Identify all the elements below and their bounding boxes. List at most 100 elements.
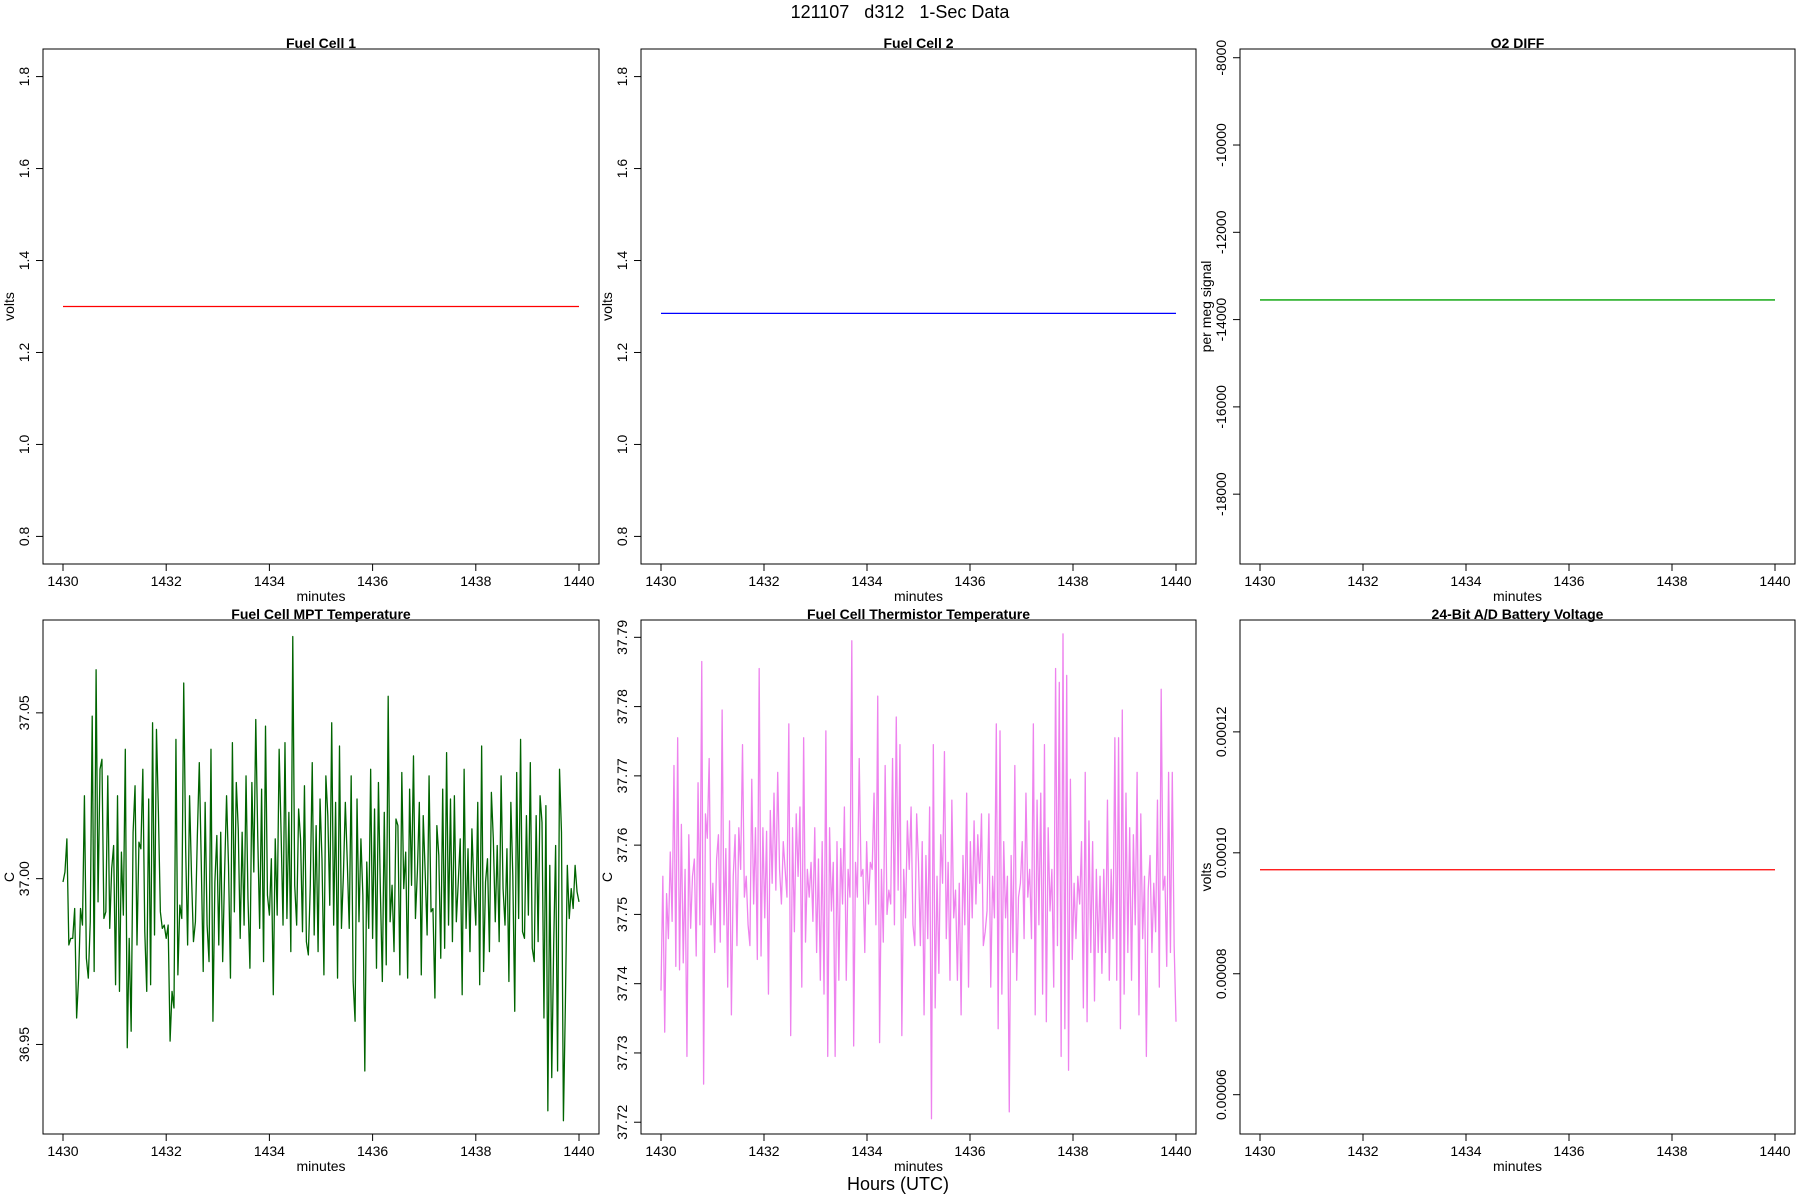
y-tick-label: 37.77: [614, 758, 630, 793]
y-tick-label: -10000: [1213, 123, 1229, 167]
x-tick-label: 1438: [1656, 1143, 1687, 1159]
y-tick-label: 1.6: [16, 159, 32, 179]
x-tick-label: 1438: [1057, 1143, 1088, 1159]
x-tick-label: 1434: [254, 1143, 285, 1159]
x-tick-label: 1432: [748, 573, 779, 589]
y-tick-label: 0.8: [614, 526, 630, 546]
y-tick-label: 0.00012: [1213, 706, 1229, 757]
y-tick-label: 36.95: [16, 1027, 32, 1062]
y-tick-label: -18000: [1213, 472, 1229, 516]
y-tick-label: 37.75: [614, 897, 630, 932]
x-tick-label: 1436: [1553, 1143, 1584, 1159]
x-tick-label: 1440: [563, 573, 594, 589]
x-axis-label: minutes: [296, 588, 345, 604]
x-axis-label: minutes: [894, 1158, 943, 1174]
x-tick-label: 1436: [357, 573, 388, 589]
x-tick-label: 1440: [1759, 573, 1790, 589]
y-axis-label: C: [1, 872, 17, 882]
y-tick-label: -16000: [1213, 385, 1229, 429]
x-axis-label: minutes: [1493, 1158, 1542, 1174]
chart-panel-4: Fuel Cell MPT Temperature 1430 1432 1434 143…: [1, 606, 600, 1174]
chart-title: 24-Bit A/D Battery Voltage: [1432, 606, 1604, 622]
x-tick-label: 1432: [151, 1143, 182, 1159]
y-tick-label: 1.4: [16, 251, 32, 271]
x-tick-label: 1430: [47, 573, 78, 589]
y-tick-label: 1.2: [614, 343, 630, 363]
y-tick-label: 37.05: [16, 695, 32, 730]
y-tick-label: 37.76: [614, 827, 630, 862]
y-tick-label: 0.00006: [1213, 1069, 1229, 1120]
x-tick-label: 1430: [1244, 573, 1275, 589]
y-tick-label: 37.74: [614, 966, 630, 1001]
chart-title: Fuel Cell 2: [883, 35, 953, 51]
y-axis-label: volts: [1198, 863, 1214, 892]
y-tick-label: 1.6: [614, 159, 630, 179]
y-tick-label: 37.78: [614, 689, 630, 724]
x-tick-label: 1432: [151, 573, 182, 589]
y-tick-label: 1.8: [16, 67, 32, 87]
x-tick-label: 1430: [1244, 1143, 1275, 1159]
x-axis-label: minutes: [1493, 588, 1542, 604]
y-axis-label: per meg signal: [1198, 261, 1214, 353]
y-tick-label: -12000: [1213, 210, 1229, 254]
y-tick-label: 1.2: [16, 343, 32, 363]
chart-panel-5: Fuel Cell Thermistor Temperature 1430 1432…: [599, 606, 1197, 1174]
x-tick-label: 1434: [851, 573, 882, 589]
x-tick-label: 1440: [563, 1143, 594, 1159]
x-tick-label: 1440: [1160, 1143, 1191, 1159]
y-tick-label: 1.0: [614, 435, 630, 455]
x-tick-label: 1436: [954, 1143, 985, 1159]
y-axis-label: C: [599, 872, 615, 882]
x-tick-label: 1434: [1450, 573, 1481, 589]
x-tick-label: 1434: [1450, 1143, 1481, 1159]
y-tick-label: 1.4: [614, 251, 630, 271]
y-tick-label: -14000: [1213, 298, 1229, 342]
panels: Fuel Cell 1 1430 1432 1434 1436 1438 1440 0.8 1.…: [1, 35, 1796, 1174]
x-tick-label: 1432: [1347, 1143, 1378, 1159]
y-axis-label: volts: [599, 292, 615, 321]
x-tick-label: 1432: [1347, 573, 1378, 589]
series-line: [660, 633, 1177, 1120]
y-tick-label: 37.72: [614, 1104, 630, 1139]
y-tick-label: 1.0: [16, 435, 32, 455]
x-tick-label: 1430: [645, 573, 676, 589]
chart-panel-3: O2 DIFF 1430 1432 1434 1436 1438 1440 -18000 -16…: [1198, 35, 1796, 604]
plot-frame: [640, 48, 1197, 565]
chart-title: Fuel Cell Thermistor Temperature: [807, 606, 1030, 622]
x-axis-label: minutes: [296, 1158, 345, 1174]
plot-frame: [640, 619, 1197, 1135]
series-line: [62, 635, 580, 1122]
y-tick-label: 1.8: [614, 67, 630, 87]
x-tick-label: 1438: [460, 573, 491, 589]
x-tick-label: 1434: [851, 1143, 882, 1159]
y-tick-label: -8000: [1213, 40, 1229, 76]
x-tick-label: 1438: [460, 1143, 491, 1159]
figure-title: 121107 d312 1-Sec Data: [791, 2, 1011, 22]
y-tick-label: 37.79: [614, 620, 630, 655]
plot-frame: [42, 48, 600, 565]
x-tick-label: 1440: [1160, 573, 1191, 589]
y-tick-label: 37.00: [16, 861, 32, 896]
x-tick-label: 1430: [47, 1143, 78, 1159]
chart-title: Fuel Cell MPT Temperature: [231, 606, 411, 622]
x-tick-label: 1430: [645, 1143, 676, 1159]
chart-panel-6: 24-Bit A/D Battery Voltage 1430 1432 1434 14…: [1198, 606, 1796, 1174]
plot-frame: [1239, 48, 1796, 565]
chart-panel-1: Fuel Cell 1 1430 1432 1434 1436 1438 1440 0.8 1.…: [1, 35, 600, 604]
x-tick-label: 1436: [357, 1143, 388, 1159]
y-tick-label: 0.8: [16, 526, 32, 546]
x-axis-label: minutes: [894, 588, 943, 604]
plot-frame: [42, 619, 600, 1135]
x-tick-label: 1436: [954, 573, 985, 589]
x-tick-label: 1438: [1057, 573, 1088, 589]
figure-xlabel: Hours (UTC): [847, 1174, 949, 1194]
x-tick-label: 1436: [1553, 573, 1584, 589]
chart-title: O2 DIFF: [1491, 35, 1545, 51]
chart-title: Fuel Cell 1: [286, 35, 356, 51]
y-tick-label: 0.00008: [1213, 948, 1229, 999]
y-tick-label: 37.73: [614, 1035, 630, 1070]
x-tick-label: 1432: [748, 1143, 779, 1159]
x-tick-label: 1440: [1759, 1143, 1790, 1159]
x-tick-label: 1438: [1656, 573, 1687, 589]
